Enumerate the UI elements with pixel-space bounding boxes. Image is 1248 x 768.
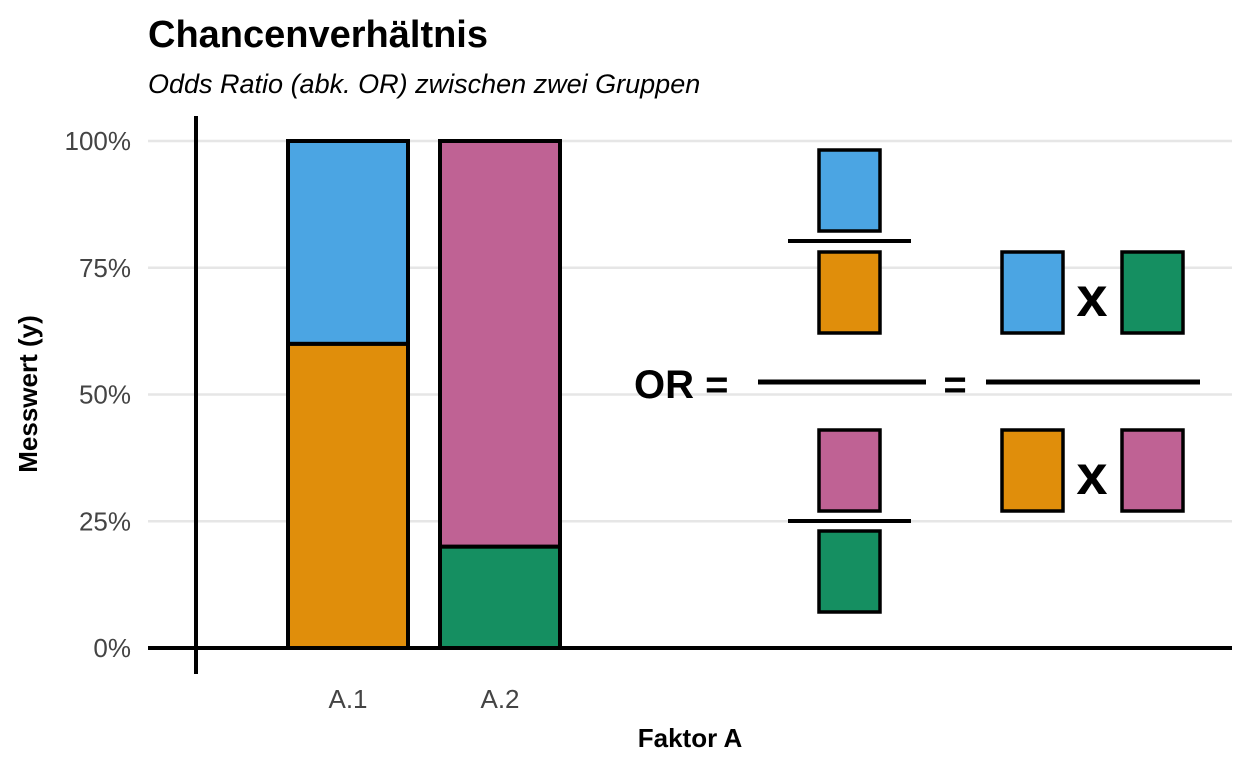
odds-ratio-formula: OR = = x x xyxy=(634,148,1200,614)
formula-right-numerator-square-1 xyxy=(1000,250,1065,335)
formula-bottom-numerator-square xyxy=(817,428,882,513)
bar-segment xyxy=(286,341,410,650)
formula-times-sign-bottom: x xyxy=(1076,443,1107,506)
formula-right-denominator-square-1 xyxy=(1000,428,1065,513)
x-axis-title: Faktor A xyxy=(638,723,743,753)
y-axis-title: Messwert (y) xyxy=(13,315,43,473)
y-tick-label: 75% xyxy=(79,253,131,283)
formula-right-denominator-square-2 xyxy=(1120,428,1185,513)
y-tick-label: 50% xyxy=(79,380,131,410)
y-tick-label: 100% xyxy=(65,126,132,156)
formula-equals-sign: = xyxy=(943,363,966,407)
formula-times-sign-top: x xyxy=(1076,265,1107,328)
x-tick-labels: A.1 A.2 xyxy=(328,684,519,714)
y-tick-labels: 0% 25% 50% 75% 100% xyxy=(65,126,132,663)
y-tick-label: 25% xyxy=(79,506,131,536)
x-tick-label: A.2 xyxy=(480,684,519,714)
bars xyxy=(286,139,562,650)
formula-top-numerator-square xyxy=(817,148,882,233)
bar-segment xyxy=(438,139,562,549)
formula-bottom-denominator-square xyxy=(817,529,882,614)
bar-segment xyxy=(438,544,562,650)
chart-subtitle: Odds Ratio (abk. OR) zwischen zwei Grupp… xyxy=(148,69,700,99)
bar-segment xyxy=(286,139,410,346)
formula-right-numerator-square-2 xyxy=(1120,250,1185,335)
formula-or-label: OR = xyxy=(634,363,728,407)
formula-top-denominator-square xyxy=(817,250,882,335)
x-tick-label: A.1 xyxy=(328,684,367,714)
chart-title: Chancenverhältnis xyxy=(148,14,488,56)
y-tick-label: 0% xyxy=(93,633,131,663)
